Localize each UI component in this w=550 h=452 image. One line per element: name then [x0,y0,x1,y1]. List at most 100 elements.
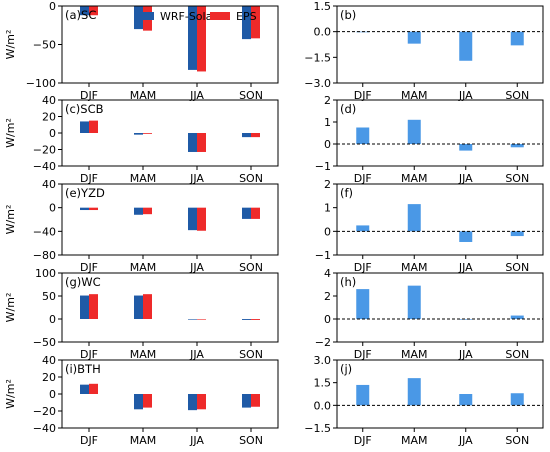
panel-g-ytick-label: 50 [42,290,56,303]
panel-g-bar-eps-djf [89,294,98,319]
panel-c-bar-eps-mam [143,133,152,134]
panel-j-xtick-label: MAM [401,434,428,447]
panel-a-ytick-label: −50 [33,39,56,52]
panel-c-label: (c)SCB [65,102,104,116]
legend-label-wrf: WRF-Solar [160,10,217,23]
panel-c-ytick-label: 20 [42,111,56,124]
legend-label-eps: EPS [236,10,257,23]
panel-c-xtick-label: MAM [130,172,157,185]
panel-i-bar-wrf-son [242,394,251,408]
panel-h-frame [336,272,544,343]
panel-g-label: (g)WC [65,275,101,289]
panel-j-xtick-label: DJF [354,434,372,447]
panel-e-bar-wrf-djf [80,207,89,211]
panel-f-label: (f) [340,186,353,200]
panel-a-ytick-label: −100 [26,77,56,90]
panel-a-xtick-label: JJA [189,89,204,102]
panel-j-bar-diff-son [510,393,524,406]
panel-a-xtick-label: MAM [130,89,157,102]
panel-e-bar-eps-son [251,207,260,219]
panel-h-bar-diff-son [510,315,524,319]
panel-i-ytick-label: −40 [33,422,56,435]
panel-b-bar-diff-son [510,31,524,46]
panel-e-bar-wrf-mam [134,207,143,215]
panel-g-bar-eps-mam [143,294,152,319]
panel-g-xtick-label: JJA [189,348,204,361]
panel-e-bar-eps-djf [89,207,98,211]
panel-a-label: (a)SC [65,8,96,22]
panel-c-xtick-label: DJF [80,172,98,185]
panel-g-xtick-label: DJF [80,348,98,361]
panel-h-xtick-label: MAM [401,348,428,361]
panel-h-ytick-label: −2 [315,336,331,349]
panel-h-xtick-label: JJA [458,348,473,361]
panel-g-xtick-label: SON [239,348,263,361]
panel-g-bar-wrf-mam [134,295,143,319]
panel-a-bar-eps-son [251,6,260,39]
panel-a-bar-eps-djf [89,6,98,16]
panel-e-bar-wrf-son [242,207,251,219]
panel-f-bar-diff-mam [407,204,421,232]
panel-h-xtick-label: DJF [354,348,372,361]
panel-c-ytick-label: −40 [33,160,56,173]
legend-swatch-wrf [134,12,154,20]
panel-b-bar-diff-jja [459,31,473,61]
panel-a-xtick-label: DJF [80,89,98,102]
panel-i-bar-wrf-jja [188,394,197,411]
panel-f-bar-diff-djf [356,225,370,232]
panel-b-xtick-label: DJF [354,89,372,102]
panel-a-bar-wrf-djf [80,6,89,16]
panel-c-bar-eps-djf [89,120,98,133]
panel-e-bar-eps-mam [143,207,152,215]
panel-f-ytick-label: 1 [324,202,331,215]
panel-f-bar-diff-jja [459,231,473,242]
panel-i-bar-eps-mam [143,394,152,408]
panel-f-ytick-label: 2 [324,178,331,191]
panel-h-xtick-label: SON [505,348,529,361]
panel-d-ytick-label: −1 [315,160,331,173]
panel-g-bar-wrf-jja [188,319,197,320]
panel-g-bar-eps-son [251,319,260,320]
panel-j-label: (j) [340,362,352,376]
panel-c-ytick-label: 0 [49,127,56,140]
panel-f-ytick-label: 0 [324,225,331,238]
panel-e-frame [61,183,279,256]
panel-c-bar-wrf-jja [188,133,197,152]
panel-j-frame [336,359,544,429]
panel-i-bar-wrf-mam [134,394,143,410]
panel-c-bar-wrf-son [242,133,251,138]
panel-d-bar-diff-djf [356,127,370,144]
panel-h-label: (h) [340,275,356,289]
panel-e-ytick-label: 40 [42,178,56,191]
panel-d-label: (d) [340,102,356,116]
panel-i-xtick-label: MAM [130,434,157,447]
panel-g-ylabel: W/m² [4,293,17,323]
panel-d-bar-diff-mam [407,119,421,144]
panel-i-bar-wrf-djf [80,384,89,394]
panel-a-bar-wrf-jja [188,6,197,70]
panel-i-xtick-label: JJA [189,434,204,447]
panel-b-ytick-label: 1.5 [314,0,332,13]
panel-g-bar-wrf-son [242,319,251,320]
panel-f-xtick-label: MAM [401,261,428,274]
panel-f-xtick-label: DJF [354,261,372,274]
panel-i-ytick-label: −20 [33,405,56,418]
panel-b-label: (b) [340,8,356,22]
panel-e-ytick-label: −80 [33,249,56,262]
panel-b-xtick-label: MAM [401,89,428,102]
panel-i-xtick-label: DJF [80,434,98,447]
panel-e-xtick-label: DJF [80,261,98,274]
panel-e-xtick-label: MAM [130,261,157,274]
panel-f-xtick-label: SON [505,261,529,274]
panel-b-xtick-label: SON [505,89,529,102]
panel-h-ytick-label: 2 [324,290,331,303]
panel-e-ylabel: W/m² [4,205,17,235]
panel-h-bar-diff-mam [407,285,421,319]
panel-j-bar-diff-jja [459,394,473,406]
panel-j-ytick-label: 3.0 [314,354,332,367]
panel-c-bar-eps-son [251,133,260,138]
panel-b-ytick-label: 0.0 [314,26,332,39]
panel-i-bar-eps-son [251,394,260,407]
panel-b-ytick-label: −3.0 [304,77,331,90]
